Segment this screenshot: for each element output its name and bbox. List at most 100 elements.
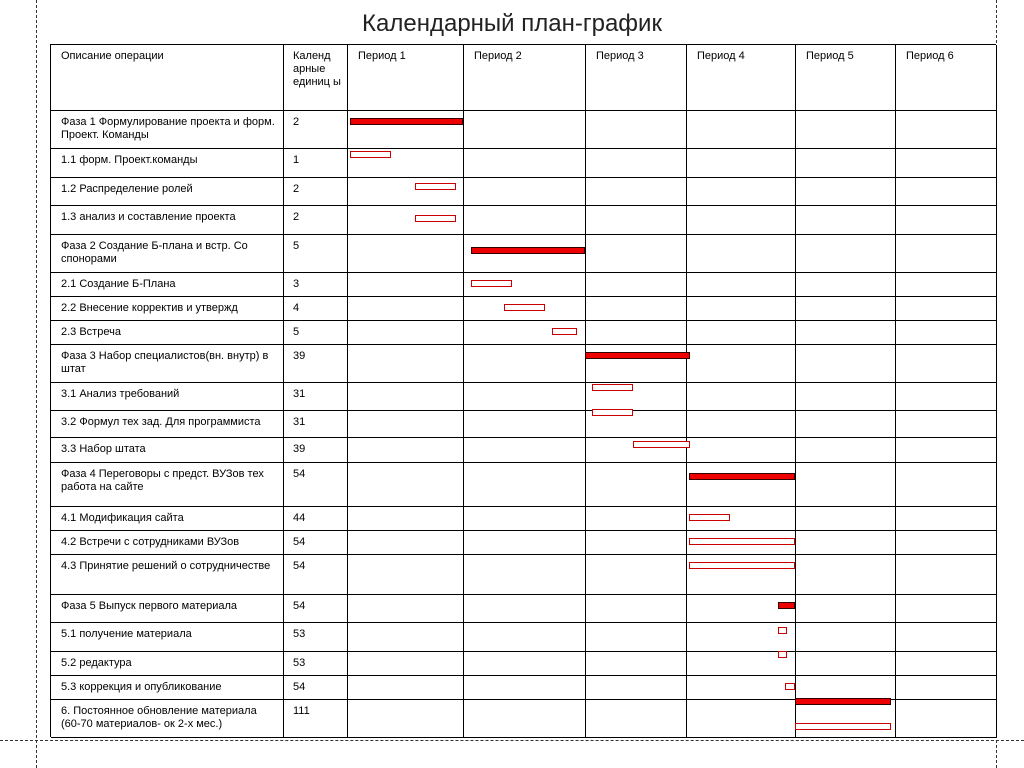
period-cell — [586, 652, 687, 676]
period-cell — [796, 178, 896, 206]
period-cell — [348, 345, 464, 383]
period-cell — [348, 676, 464, 700]
cell: 1.1 форм. Проект.команды — [51, 149, 284, 178]
period-cell — [348, 652, 464, 676]
period-cell — [796, 321, 896, 345]
period-cell — [348, 700, 464, 738]
period-cell — [796, 273, 896, 297]
period-cell — [586, 178, 687, 206]
period-cell — [586, 623, 687, 652]
cell: 1.3 анализ и составление проекта — [51, 206, 284, 235]
cell: 39 — [284, 345, 348, 383]
header-cell: Период 2 — [464, 45, 586, 111]
cell: Фаза 1 Формулирование проекта и форм. Пр… — [51, 111, 284, 149]
period-cell — [896, 531, 997, 555]
period-cell — [586, 700, 687, 738]
period-cell — [687, 507, 796, 531]
cell: 3.1 Анализ требований — [51, 383, 284, 411]
period-cell — [586, 463, 687, 507]
period-cell — [687, 652, 796, 676]
bar — [585, 352, 690, 359]
period-cell — [896, 700, 997, 738]
period-cell — [687, 438, 796, 463]
period-cell — [687, 595, 796, 623]
bar — [633, 441, 690, 448]
period-cell — [464, 652, 586, 676]
period-cell — [896, 321, 997, 345]
period-cell — [796, 463, 896, 507]
period-cell — [464, 345, 586, 383]
period-cell — [464, 178, 586, 206]
period-cell — [586, 206, 687, 235]
bar — [778, 602, 795, 609]
period-cell — [896, 235, 997, 273]
period-cell — [586, 438, 687, 463]
bar — [471, 280, 512, 287]
period-cell — [348, 507, 464, 531]
cell: 5.2 редактура — [51, 652, 284, 676]
bar — [592, 384, 633, 391]
cell: 2 — [284, 178, 348, 206]
header-cell: Период 4 — [687, 45, 796, 111]
period-cell — [586, 383, 687, 411]
period-cell — [687, 149, 796, 178]
cell: 2.1 Создание Б-Плана — [51, 273, 284, 297]
period-cell — [464, 555, 586, 595]
cell: 5 — [284, 235, 348, 273]
period-cell — [687, 178, 796, 206]
cell: 54 — [284, 463, 348, 507]
period-cell — [586, 555, 687, 595]
period-cell — [348, 555, 464, 595]
period-cell — [796, 623, 896, 652]
period-cell — [348, 531, 464, 555]
period-cell — [687, 700, 796, 738]
period-cell — [464, 700, 586, 738]
cell: 1.2 Распределение ролей — [51, 178, 284, 206]
period-cell — [687, 383, 796, 411]
period-cell — [348, 383, 464, 411]
period-cell — [687, 235, 796, 273]
cell: 4.1 Модификация сайта — [51, 507, 284, 531]
period-cell — [796, 652, 896, 676]
period-cell — [464, 235, 586, 273]
period-cell — [796, 555, 896, 595]
period-cell — [586, 321, 687, 345]
cell: 53 — [284, 652, 348, 676]
period-cell — [348, 297, 464, 321]
bar — [415, 215, 456, 222]
period-cell — [687, 531, 796, 555]
period-cell — [464, 507, 586, 531]
period-cell — [464, 623, 586, 652]
cell: 3.2 Формул тех зад. Для программиста — [51, 411, 284, 438]
cell: Фаза 5 Выпуск первого материала — [51, 595, 284, 623]
cell: 5.3 коррекция и опубликование — [51, 676, 284, 700]
header-cell: Календ арные единиц ы — [284, 45, 348, 111]
bar — [778, 627, 787, 634]
period-cell — [348, 321, 464, 345]
period-cell — [687, 555, 796, 595]
period-cell — [464, 297, 586, 321]
period-cell — [896, 273, 997, 297]
period-cell — [464, 383, 586, 411]
cell: 3 — [284, 273, 348, 297]
period-cell — [896, 383, 997, 411]
cell: 44 — [284, 507, 348, 531]
period-cell — [896, 555, 997, 595]
bar — [689, 562, 795, 569]
cell: 3.3 Набор штата — [51, 438, 284, 463]
header-cell: Период 3 — [586, 45, 687, 111]
period-cell — [896, 178, 997, 206]
cell: 2.3 Встреча — [51, 321, 284, 345]
period-cell — [896, 206, 997, 235]
period-cell — [896, 111, 997, 149]
period-cell — [796, 206, 896, 235]
period-cell — [687, 411, 796, 438]
period-cell — [348, 438, 464, 463]
cell: 31 — [284, 383, 348, 411]
period-cell — [796, 235, 896, 273]
period-cell — [586, 345, 687, 383]
period-cell — [464, 411, 586, 438]
period-cell — [586, 111, 687, 149]
period-cell — [896, 149, 997, 178]
period-cell — [586, 676, 687, 700]
